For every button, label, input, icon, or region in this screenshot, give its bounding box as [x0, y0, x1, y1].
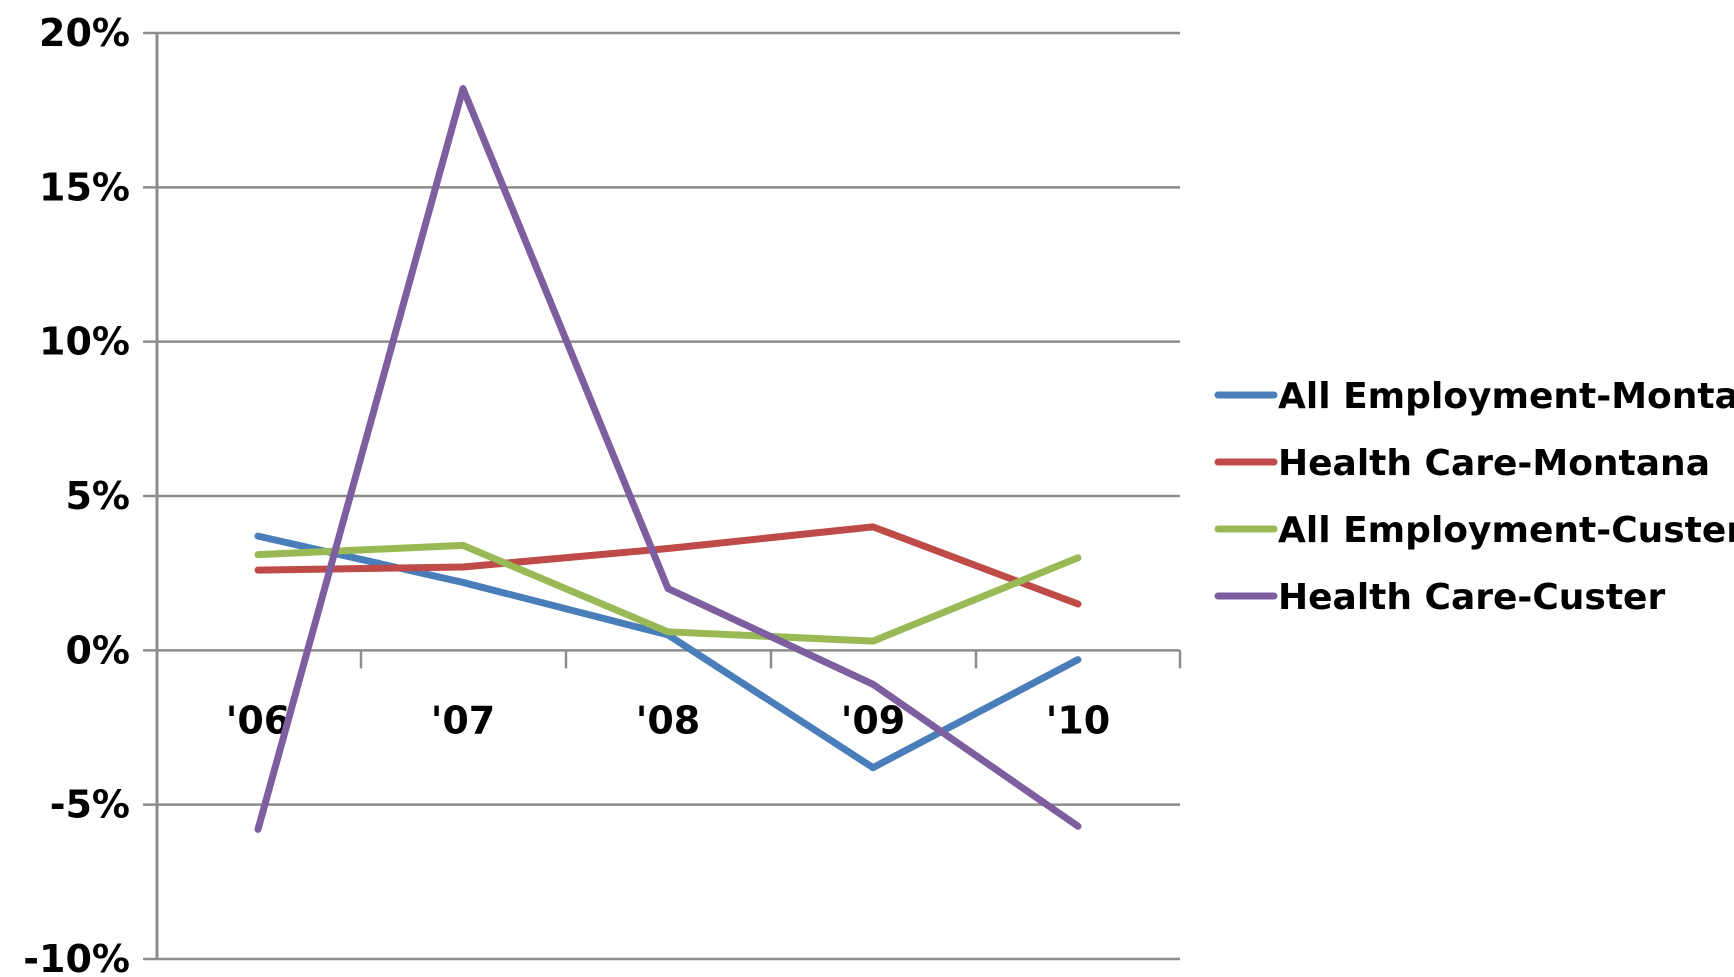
y-tick-label: 15%: [39, 165, 130, 209]
y-tick-label: 20%: [39, 11, 130, 55]
series-lines: [254, 85, 1082, 833]
legend: All Employment-Montana Health Care-Montan…: [1214, 376, 1734, 618]
x-tick-label: '09: [841, 698, 906, 742]
axes: [143, 31, 1182, 961]
y-tick-label: -10%: [23, 937, 130, 977]
legend-label: Health Care-Montana: [1278, 443, 1710, 484]
x-axis-tick-labels: '06 '07 '08 '09 '10: [226, 698, 1111, 742]
y-tick-label: -5%: [50, 783, 130, 827]
y-tick-label: 5%: [65, 474, 130, 518]
legend-label: All Employment-Montana: [1278, 376, 1734, 417]
y-axis-tick-labels: 20% 15% 10% 5% 0% -5% -10%: [23, 11, 130, 977]
y-tick-label: 10%: [39, 320, 130, 364]
x-tick-label: '10: [1046, 698, 1111, 742]
x-tick-label: '07: [431, 698, 496, 742]
gridlines: [157, 31, 1180, 961]
x-tick-label: '08: [636, 698, 701, 742]
legend-label: Health Care-Custer: [1278, 577, 1665, 618]
x-tick-label: '06: [226, 698, 291, 742]
legend-label: All Employment-Custer: [1278, 510, 1734, 551]
y-tick-label: 0%: [65, 628, 130, 672]
